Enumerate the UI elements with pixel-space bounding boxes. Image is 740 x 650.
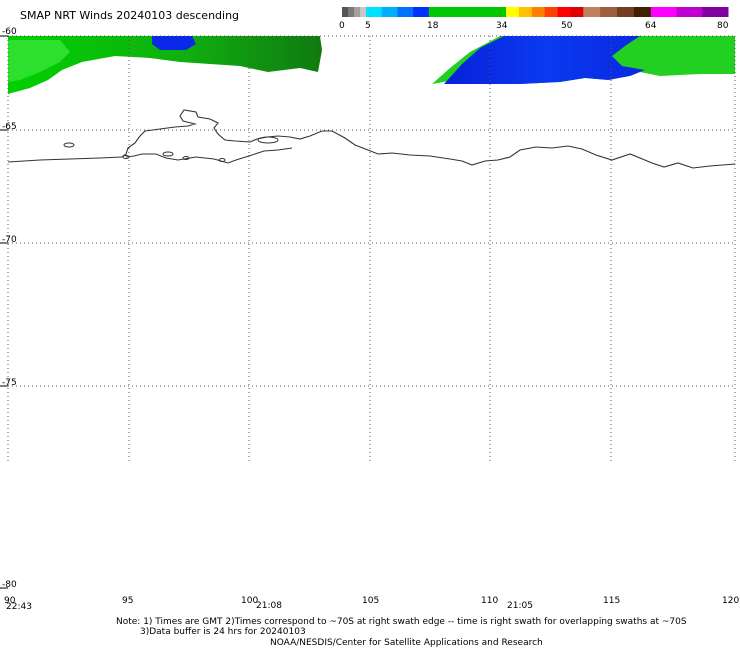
swath-time: 22:43 — [6, 602, 32, 612]
wind-swath-right-blue — [444, 36, 645, 84]
lat-label: -60 — [2, 27, 17, 37]
island — [257, 136, 279, 144]
colorbar-cell — [544, 7, 559, 17]
lat-label: -80 — [2, 580, 17, 590]
lat-label: -75 — [2, 378, 17, 388]
colorbar-cell — [676, 7, 703, 17]
island — [63, 142, 75, 148]
colorbar-cell — [360, 7, 367, 17]
colorbar-cell — [583, 7, 601, 17]
colorbar-cell — [366, 7, 383, 17]
island — [162, 151, 174, 157]
colorbar-cell — [650, 7, 678, 17]
map-title: SMAP NRT Winds 20240103 descending — [20, 9, 240, 22]
lon-label: 110 — [481, 596, 499, 606]
swath-time: 21:08 — [256, 601, 282, 611]
colorbar-label: 18 — [427, 21, 439, 31]
colorbar-label: 0 — [339, 21, 345, 31]
colorbar-cell — [354, 7, 361, 17]
colorbar-cell — [397, 7, 414, 17]
colorbar-label: 50 — [561, 21, 573, 31]
colorbar-cell — [617, 7, 635, 17]
colorbar-label: 34 — [496, 21, 508, 31]
wind-patch-blue-left — [152, 36, 196, 50]
note-line-3: NOAA/NESDIS/Center for Satellite Applica… — [270, 638, 543, 648]
coastline — [7, 109, 736, 169]
colorbar-cell — [506, 7, 520, 17]
colorbar-cell — [518, 7, 533, 17]
colorbar-cell — [570, 7, 584, 17]
island — [122, 155, 130, 159]
colorbar-cell — [381, 7, 398, 17]
colorbar-cell — [413, 7, 430, 17]
lon-label: 90 — [4, 596, 16, 606]
lon-label: 105 — [362, 596, 380, 606]
colorbar-label: 64 — [645, 21, 657, 31]
colorbar-label: 80 — [717, 21, 729, 31]
island — [218, 158, 226, 162]
lon-label: 100 — [241, 596, 259, 606]
colorbar-cell — [600, 7, 618, 17]
wind-patch-green-left — [8, 40, 70, 82]
colorbar-cell — [428, 7, 507, 17]
colorbar-cell — [348, 7, 355, 17]
note-line-1: Note: 1) Times are GMT 2)Times correspon… — [116, 617, 687, 627]
lat-label: -65 — [2, 122, 17, 132]
note-line-2: 3)Data buffer is 24 hrs for 20240103 — [140, 627, 306, 637]
colorbar-label: 5 — [365, 21, 371, 31]
colorbar-cell — [342, 7, 349, 17]
colorbar-cell — [702, 7, 729, 17]
lon-label: 115 — [603, 596, 621, 606]
island — [182, 156, 190, 160]
coastline-inner — [125, 147, 293, 164]
colorbar-cell — [557, 7, 571, 17]
wind-swath-left — [8, 36, 322, 94]
lon-label: 120 — [722, 596, 740, 606]
lon-label: 95 — [122, 596, 134, 606]
swath-time: 21:05 — [507, 601, 533, 611]
colorbar-cell — [633, 7, 652, 17]
colorbar-cell — [531, 7, 546, 17]
lat-label: -70 — [2, 235, 17, 245]
